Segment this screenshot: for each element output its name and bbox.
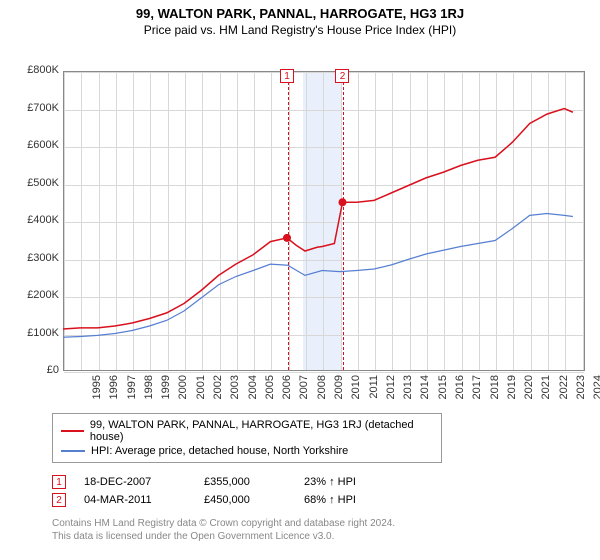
sale-date: 04-MAR-2011 — [84, 494, 204, 506]
sale-pct: 23% ↑ HPI — [304, 476, 394, 488]
event-marker: 1 — [280, 69, 294, 83]
x-axis-label: 2012 — [385, 375, 397, 405]
legend-swatch — [61, 450, 85, 452]
legend-item: HPI: Average price, detached house, Nort… — [61, 444, 433, 458]
x-axis-label: 2014 — [419, 375, 431, 405]
x-axis-label: 2002 — [212, 375, 224, 405]
footer-line2: This data is licensed under the Open Gov… — [52, 530, 600, 543]
x-axis-label: 2020 — [523, 375, 535, 405]
x-axis-label: 2024 — [592, 375, 600, 405]
x-axis-label: 2008 — [316, 375, 328, 405]
legend-item: 99, WALTON PARK, PANNAL, HARROGATE, HG3 … — [61, 418, 433, 444]
legend-label: HPI: Average price, detached house, Nort… — [91, 445, 348, 457]
sale-date: 18-DEC-2007 — [84, 476, 204, 488]
sale-price: £450,000 — [204, 494, 304, 506]
legend: 99, WALTON PARK, PANNAL, HARROGATE, HG3 … — [52, 413, 442, 463]
footer-line1: Contains HM Land Registry data © Crown c… — [52, 517, 600, 530]
x-axis-label: 2010 — [350, 375, 362, 405]
x-axis-label: 2016 — [454, 375, 466, 405]
x-axis-label: 2004 — [247, 375, 259, 405]
plot-svg — [15, 41, 585, 371]
event-point — [338, 198, 346, 206]
x-axis-label: 2009 — [333, 375, 345, 405]
series-hpi — [63, 214, 573, 338]
event-marker: 2 — [335, 69, 349, 83]
x-axis-label: 2003 — [229, 375, 241, 405]
sale-pct: 68% ↑ HPI — [304, 494, 394, 506]
x-axis-label: 2021 — [540, 375, 552, 405]
gridline-h — [64, 372, 584, 373]
x-axis-label: 1995 — [91, 375, 103, 405]
y-axis-label: £800K — [15, 64, 59, 76]
x-axis-label: 1999 — [160, 375, 172, 405]
x-axis-label: 2001 — [195, 375, 207, 405]
y-axis-label: £700K — [15, 102, 59, 114]
x-axis-label: 1997 — [126, 375, 138, 405]
chart-container: 99, WALTON PARK, PANNAL, HARROGATE, HG3 … — [0, 0, 600, 560]
y-axis-label: £100K — [15, 327, 59, 339]
x-axis-label: 2023 — [575, 375, 587, 405]
x-axis-label: 2005 — [264, 375, 276, 405]
x-axis-label: 2017 — [471, 375, 483, 405]
y-axis-label: £0 — [15, 364, 59, 376]
sale-marker: 2 — [52, 493, 66, 507]
y-axis-label: £600K — [15, 139, 59, 151]
sale-row: 2 04-MAR-2011£450,00068% ↑ HPI — [52, 491, 600, 509]
legend-swatch — [61, 430, 84, 432]
chart-title: 99, WALTON PARK, PANNAL, HARROGATE, HG3 … — [0, 0, 600, 21]
sale-price: £355,000 — [204, 476, 304, 488]
y-axis-label: £300K — [15, 252, 59, 264]
footer: Contains HM Land Registry data © Crown c… — [52, 517, 600, 543]
y-axis-label: £500K — [15, 177, 59, 189]
chart-area: £0 £100K £200K £300K £400K £500K £600K £700K £80… — [15, 41, 585, 401]
chart-subtitle: Price paid vs. HM Land Registry's House … — [0, 21, 600, 41]
x-axis-label: 2018 — [489, 375, 501, 405]
x-axis-label: 2022 — [558, 375, 570, 405]
y-axis-label: £400K — [15, 214, 59, 226]
legend-label: 99, WALTON PARK, PANNAL, HARROGATE, HG3 … — [90, 419, 433, 443]
x-axis-label: 2011 — [368, 375, 380, 405]
sale-marker: 1 — [52, 475, 66, 489]
series-price_paid — [63, 109, 573, 330]
y-axis-label: £200K — [15, 289, 59, 301]
sales-table: 1 18-DEC-2007£355,00023% ↑ HPI 2 04-MAR-201… — [52, 473, 600, 509]
sale-row: 1 18-DEC-2007£355,00023% ↑ HPI — [52, 473, 600, 491]
x-axis-label: 2013 — [402, 375, 414, 405]
x-axis-label: 1996 — [108, 375, 120, 405]
x-axis-label: 2019 — [506, 375, 518, 405]
x-axis-label: 2015 — [437, 375, 449, 405]
x-axis-label: 2006 — [281, 375, 293, 405]
x-axis-label: 2007 — [298, 375, 310, 405]
event-point — [283, 234, 291, 242]
x-axis-label: 2000 — [177, 375, 189, 405]
x-axis-label: 1998 — [143, 375, 155, 405]
